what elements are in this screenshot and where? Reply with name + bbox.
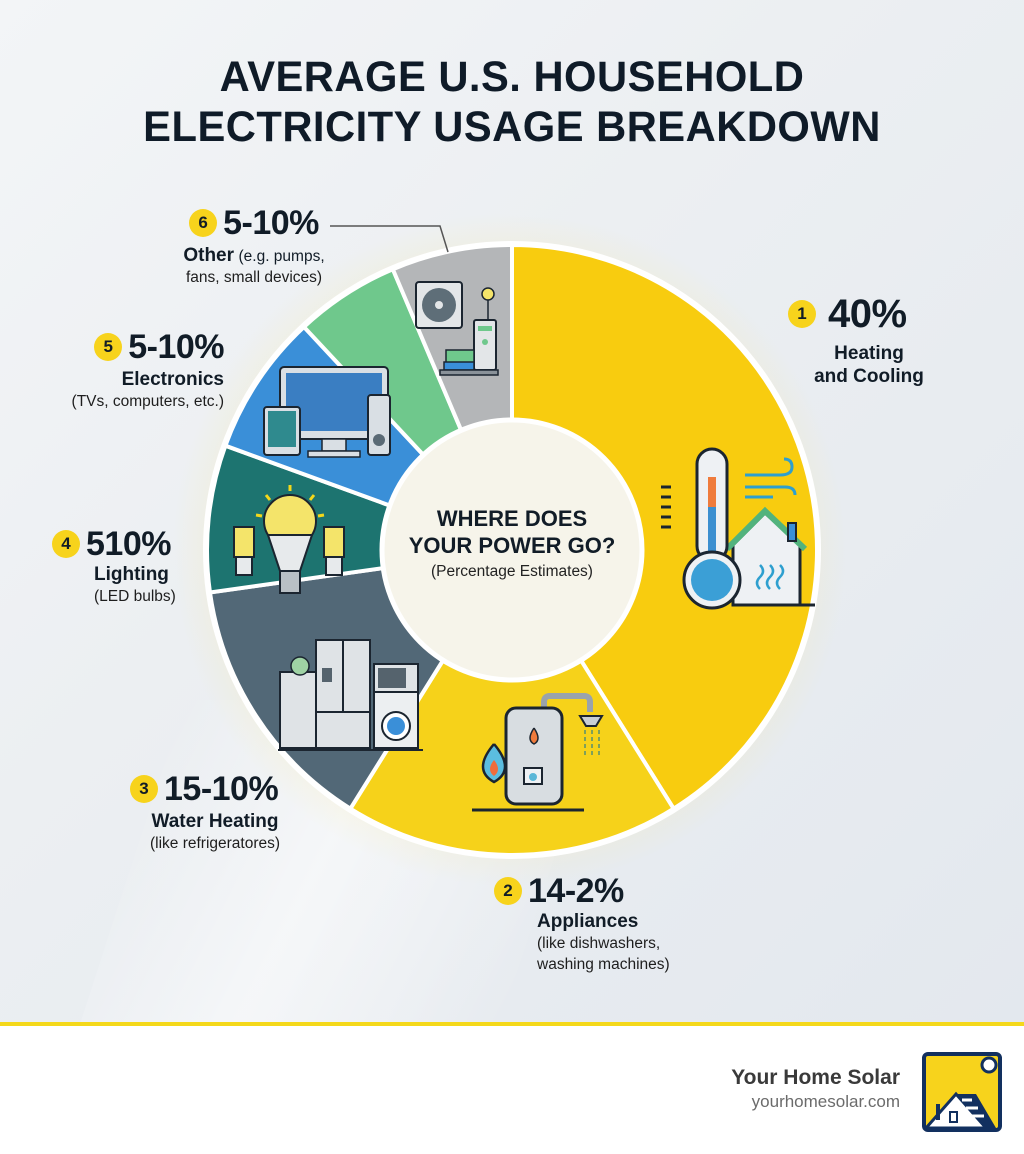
callout-appliances: 2 14-2% Appliances (like dishwashers, wa…: [494, 872, 714, 975]
category-label: Other: [183, 245, 235, 266]
callout-water-heating: 3 15-10% Water Heating (like refrigerato…: [130, 770, 300, 854]
brand-name: Your Home Solar: [731, 1066, 900, 1089]
donut-outer-ring: [203, 241, 821, 859]
category-description-line-2: washing machines): [537, 956, 670, 973]
donut-hole: [379, 417, 645, 683]
category-label-line-2: and Cooling: [814, 366, 924, 387]
category-label: Appliances: [537, 911, 639, 932]
category-label: Lighting: [94, 564, 169, 585]
percent-value: 14-2%: [528, 872, 624, 910]
callout-electronics: 5 5-10% Electronics (TVs, computers, etc…: [54, 328, 225, 412]
category-label: Electronics: [121, 369, 224, 390]
callout-lighting: 4 510% Lighting (LED bulbs): [52, 525, 192, 607]
rank-badge: 4: [52, 530, 80, 558]
title-line-2: ELECTRICITY USAGE BREAKDOWN: [143, 103, 881, 151]
category-label: Water Heating: [151, 811, 279, 832]
rank-badge: 6: [189, 209, 218, 237]
footer: [0, 1026, 1024, 1154]
center-subtitle: (Percentage Estimates): [431, 563, 593, 580]
rank-badge: 1: [788, 300, 816, 328]
percent-value: 5-10%: [223, 204, 319, 242]
water-heater-icon: [472, 693, 604, 812]
title-line-1: AVERAGE U.S. HOUSEHOLD: [219, 53, 805, 101]
other-leader-line: [330, 225, 449, 253]
rank-badge: 3: [130, 775, 158, 803]
page-title: AVERAGE U.S. HOUSEHOLD ELECTRICITY USAGE…: [15, 52, 1008, 152]
callout-heating-cooling: 1 40% Heating and Cooling: [788, 292, 958, 388]
infographic-canvas: AVERAGE U.S. HOUSEHOLD ELECTRICITY USAGE…: [0, 0, 1024, 1024]
electronics-icon: [263, 366, 391, 458]
category-description: (TVs, computers, etc.): [71, 393, 224, 410]
fan-device-icon: [415, 281, 499, 376]
thermometer-house-icon: [661, 447, 815, 610]
percent-value: 40%: [828, 292, 907, 336]
percent-value: 5-10%: [128, 328, 224, 366]
category-description: (LED bulbs): [94, 588, 176, 605]
rank-badge: 2: [494, 877, 522, 905]
light-bulbs-icon: [233, 485, 345, 594]
appliances-icon: [278, 639, 423, 751]
category-description: (like dishwashers,: [537, 935, 661, 952]
callout-other: 6 5-10% Other (e.g. pumps, fans, small d…: [164, 204, 344, 288]
category-description: (like refrigeratores): [149, 835, 281, 852]
category-description: (e.g. pumps,: [238, 248, 325, 265]
solar-home-logo-icon: [922, 1052, 1002, 1132]
donut-chart: [203, 225, 821, 859]
donut-center-label: WHERE DOES YOUR POWER GO? (Percentage Es…: [382, 505, 642, 583]
center-question-line-2: YOUR POWER GO?: [408, 533, 616, 558]
footer-accent-line: [0, 1022, 1024, 1026]
rank-badge: 5: [94, 333, 123, 361]
category-label: Heating: [834, 343, 904, 364]
percent-value: 15-10%: [164, 770, 279, 808]
center-question-line-1: WHERE DOES: [436, 506, 588, 531]
percent-value: 510%: [86, 525, 171, 563]
brand-url-link[interactable]: yourhomesolar.com: [751, 1092, 900, 1111]
category-description-line-2: fans, small devices): [185, 269, 323, 286]
